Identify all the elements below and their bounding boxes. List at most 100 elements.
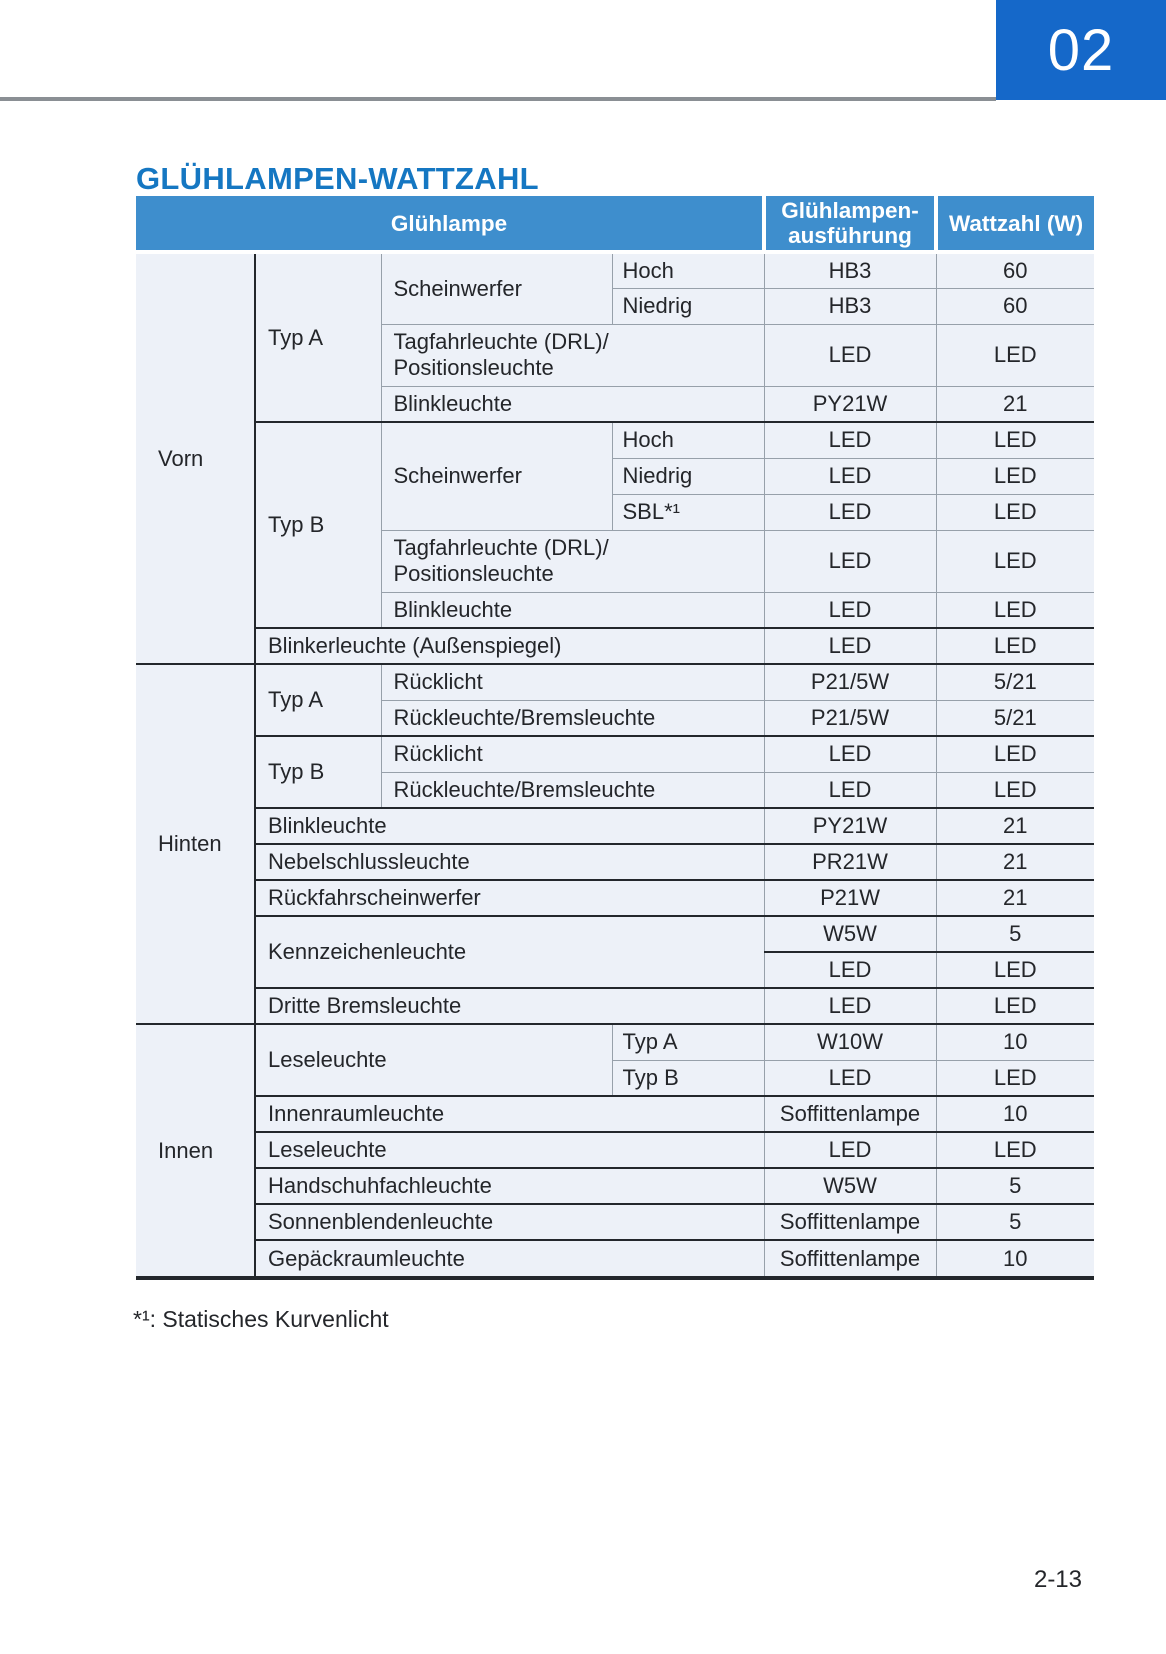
table-row: Innen Leseleuchte Typ A W10W 10 [135,1023,1095,1277]
table-row: LED LED [136,951,1095,990]
table-row: Typ B Rücklicht LED LED [136,735,1095,810]
value-cell: 60 [935,251,1095,289]
value-cell: 10 [935,1095,1095,1134]
table-row: Rückleuchte/Bremsleuchte LED LED [136,771,1095,810]
table-row: Blinkleuchte PY21W 21 [136,385,1095,424]
label-cell: Leseleuchte [254,1023,613,1098]
label-cell: Innenraumleuchte [254,1095,765,1134]
bulb-wattage-table: Glühlampe Glühlampen- ausführung Wattzahl … [133,193,1097,1277]
value-cell: LED [935,987,1095,1026]
value-cell: HB3 [763,251,937,289]
chapter-number: 02 [1047,17,1115,83]
subtype-cell: Typ A [611,1023,765,1061]
value-cell: Soffittenlampe [763,1203,937,1242]
value-cell: LED [763,1059,937,1098]
table-row: Rückfahrscheinwerfer P21W 21 [136,879,1095,918]
label-cell: Blinkleuchte [380,591,765,630]
value-cell: LED [935,457,1095,495]
subtype-cell: Hoch [611,251,765,289]
value-cell: LED [935,529,1095,593]
subtype-cell: Typ B [611,1059,765,1098]
label-cell: Sonnenblendenleuchte [254,1203,765,1242]
label-cell: Scheinwerfer [380,251,613,325]
value-cell: Soffittenlampe [763,1095,937,1134]
page-number: 2-13 [1033,1566,1083,1593]
label-cell: Blinkerleuchte (Außenspiegel) [254,627,765,666]
label-cell: Leseleuchte [254,1131,765,1170]
label-cell: Handschuhfachleuchte [254,1167,765,1206]
section-cell: Hinten [135,663,256,1026]
value-cell: 5/21 [935,699,1095,738]
table-row: Blinkleuchte PY21W 21 [136,807,1095,846]
value-cell: P21W [763,879,937,918]
label-cell: Rückleuchte/Bremsleuchte [380,699,765,738]
value-cell: LED [763,735,937,773]
value-cell: LED [935,421,1095,459]
type-cell: Typ B [254,421,382,630]
table-row: Handschuhfachleuchte W5W 5 [136,1167,1095,1206]
value-cell: 21 [935,879,1095,918]
subtype-cell: SBL*¹ [611,493,765,531]
page-title: GLÜHLAMPEN-WATTZAHL [136,160,539,196]
value-cell: PY21W [763,385,937,424]
value-cell: Soffittenlampe [763,1239,937,1277]
value-cell: LED [935,493,1095,531]
value-cell: LED [935,1059,1095,1098]
value-cell: LED [763,323,937,387]
value-cell: 10 [935,1239,1095,1277]
table-row: Hinten Typ A Rücklicht P21/5W 5/21 [135,663,1095,1026]
label-cell: Blinkleuchte [254,807,765,846]
value-cell: LED [763,771,937,810]
value-cell: LED [763,951,937,990]
table-row: Typ B Scheinwerfer Hoch LED LED [136,421,1095,630]
value-cell: W5W [763,915,937,954]
value-cell: PR21W [763,843,937,882]
value-cell: LED [763,987,937,1026]
value-cell: LED [935,591,1095,630]
label-cell: Dritte Bremsleuchte [254,987,765,1026]
table-row: Typ B LED LED [136,1059,1095,1098]
table-body: Vorn Typ A Scheinwerfer Hoch HB3 60 Niedrig HB3… [135,251,1095,1277]
table-row: Leseleuchte LED LED [136,1131,1095,1170]
value-cell: LED [935,735,1095,773]
value-cell: 5 [935,1203,1095,1242]
value-cell: HB3 [763,287,937,325]
value-cell: LED [935,627,1095,666]
table-row: Rückleuchte/Bremsleuchte P21/5W 5/21 [136,699,1095,738]
table-row: Gepäckraumleuchte Soffittenlampe 10 [136,1239,1095,1277]
value-cell: 5/21 [935,663,1095,701]
subtype-cell: Hoch [611,421,765,459]
table-row: Vorn Typ A Scheinwerfer Hoch HB3 60 [135,251,1095,666]
column-header: Glühlampe [133,193,767,255]
column-header: Glühlampen- ausführung [762,193,939,255]
label-cell: Blinkleuchte [380,385,765,424]
type-cell: Typ A [254,251,382,424]
value-cell: LED [763,1131,937,1170]
section-cell: Vorn [135,251,256,666]
header-divider-rule [0,97,996,101]
value-cell: LED [763,591,937,630]
value-cell: 21 [935,843,1095,882]
table-row: Sonnenblendenleuchte Soffittenlampe 5 [136,1203,1095,1242]
value-cell: LED [935,951,1095,990]
label-cell: Scheinwerfer [380,421,613,531]
value-cell: LED [935,323,1095,387]
type-cell: Typ B [254,735,382,810]
value-cell: LED [763,493,937,531]
value-cell: LED [763,529,937,593]
value-cell: 10 [935,1023,1095,1061]
table-row: Kennzeichenleuchte W5W 5 [136,915,1095,990]
label-cell: Nebelschlussleuchte [254,843,765,882]
label-cell: Rücklicht [380,663,765,701]
label-cell: Kennzeichenleuchte [254,915,765,990]
label-cell: Rücklicht [380,735,765,773]
value-cell: PY21W [763,807,937,846]
value-cell: 21 [935,807,1095,846]
table-row: Niedrig HB3 60 [136,287,1095,325]
value-cell: LED [935,771,1095,810]
value-cell: 5 [935,915,1095,954]
subtype-cell: Niedrig [611,287,765,325]
value-cell: 21 [935,385,1095,424]
label-cell: Rückfahrscheinwerfer [254,879,765,918]
